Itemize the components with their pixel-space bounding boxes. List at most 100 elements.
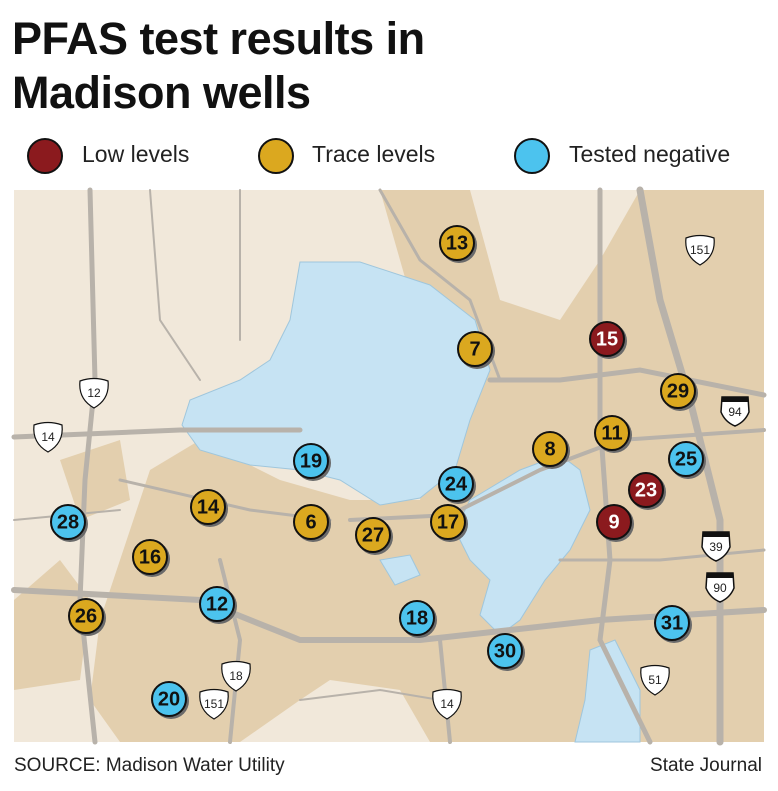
well-circle [654,605,690,641]
well-label: 23 [635,479,657,501]
well-circle [190,489,226,525]
well-marker: 28 [50,504,88,542]
well-label: 9 [608,511,619,533]
source: SOURCE: Madison Water Utility [14,755,285,776]
well-label: 29 [667,380,689,402]
highway-shield: 151 [685,234,715,266]
shield-label: 14 [41,430,55,444]
shield-shape [199,688,229,720]
well-label: 17 [437,511,459,533]
highway-shield: 39 [701,531,731,562]
well-label: 31 [661,612,683,634]
shield-label: 151 [690,243,710,257]
shield-label: 90 [713,581,727,595]
shield-label: 94 [728,405,742,419]
well-circle [430,504,466,540]
well-label: 12 [206,593,228,615]
well-label: 14 [197,496,220,518]
well-label: 27 [362,524,384,546]
well-marker: 11 [594,415,632,453]
shield-shape [221,660,251,692]
well-marker: 30 [487,633,525,671]
well-marker: 19 [293,443,331,481]
well-label: 13 [446,232,468,254]
well-circle [628,472,664,508]
well-marker: 13 [439,225,477,263]
well-label: 8 [544,438,555,460]
highway-shield: 14 [432,688,462,720]
basemap [11,186,767,746]
well-marker: 9 [596,504,634,542]
well-label: 7 [469,338,480,360]
well-circle [532,431,568,467]
well-marker: 12 [199,586,237,624]
shield-band [707,573,733,578]
title-line-1: PFAS test results in [12,13,425,64]
well-circle [50,504,86,540]
well-circle [660,373,696,409]
legend-label: Trace levels [312,141,435,167]
well-marker: 23 [628,472,666,510]
well-circle [594,415,630,451]
highway-shield: 94 [720,396,750,427]
highway-shield: 151 [199,688,229,720]
shield-label: 18 [229,669,243,683]
well-marker: 26 [68,598,106,636]
legend-label: Low levels [82,141,189,167]
well-label: 24 [445,473,468,495]
well-circle [589,321,625,357]
well-label: 11 [601,422,622,444]
shield-shape [640,664,670,696]
well-marker: 24 [438,466,476,504]
shield-label: 14 [440,697,454,711]
well-circle [355,517,391,553]
well-circle [487,633,523,669]
well-circle [68,598,104,634]
well-marker: 8 [532,431,570,469]
highway-shields: 151 12 14 94 39 90 18 151 14 51 [33,234,750,720]
shield-shape [432,688,462,720]
well-label: 30 [494,640,516,662]
legend-swatch [27,138,63,174]
well-marker: 31 [654,605,692,643]
well-marker: 17 [430,504,468,542]
shield-label: 12 [87,386,101,400]
shield-label: 39 [709,540,723,554]
well-circle [439,225,475,261]
well-label: 16 [139,546,161,568]
legend-swatch [514,138,550,174]
well-marker: 15 [589,321,627,359]
well-circle [668,441,704,477]
well-label: 15 [596,328,618,350]
well-marker: 16 [132,539,170,577]
wells: 15 23 9 13 7 29 11 8 14 6 27 17 16 26 19 24 25 28 12 18 30 31… [50,225,706,719]
well-circle [151,681,187,717]
shield-shape [685,234,715,266]
well-circle [293,504,329,540]
shield-label: 151 [204,697,224,711]
well-label: 6 [305,511,316,533]
shield-shape [720,396,750,427]
highway-shield: 51 [640,664,670,696]
well-circle [457,331,493,367]
well-circle [199,586,235,622]
well-label: 19 [300,450,322,472]
title-line-2: Madison wells [12,67,311,118]
shield-shape [79,377,109,409]
well-circle [596,504,632,540]
shield-label: 51 [648,673,662,687]
well-label: 20 [158,688,180,710]
well-marker: 14 [190,489,228,527]
well-marker: 29 [660,373,698,411]
highway-shield: 12 [79,377,109,409]
credit: State Journal [650,755,762,776]
shield-shape [33,421,63,453]
well-label: 28 [57,511,79,533]
well-marker: 7 [457,331,495,369]
legend-label: Tested negative [569,141,730,167]
well-circle [438,466,474,502]
well-circle [399,600,435,636]
shield-band [703,532,729,537]
